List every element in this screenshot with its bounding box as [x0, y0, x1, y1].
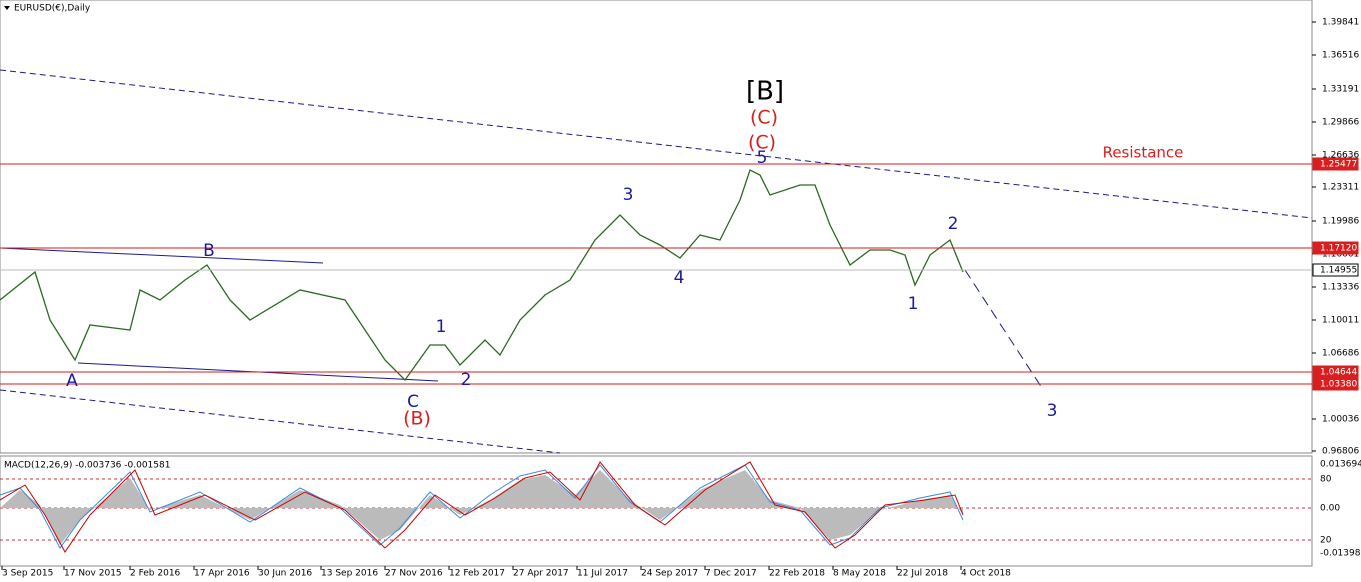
- date-label: 22 Feb 2018: [769, 569, 825, 579]
- price-label: 0.96806: [1322, 447, 1359, 457]
- date-label: 24 Sep 2017: [641, 569, 698, 579]
- date-label: 12 Feb 2017: [449, 569, 505, 579]
- date-label: 27 Apr 2017: [513, 569, 569, 579]
- price-label: 1.06686: [1322, 349, 1359, 359]
- level-box: [1312, 241, 1359, 255]
- wave-label: 2: [461, 370, 472, 390]
- level-box: [1312, 157, 1359, 171]
- signal-line: [0, 461, 964, 553]
- date-label: 22 Jul 2018: [897, 569, 948, 579]
- date-label: 13 Sep 2016: [321, 569, 378, 579]
- wave-label: B: [203, 241, 215, 261]
- wave-label: 5: [757, 148, 768, 168]
- wave-label: (C): [748, 132, 776, 154]
- price-label: 1.36516: [1322, 51, 1359, 61]
- macd-label: 80: [1320, 475, 1332, 485]
- wave-label: 1: [908, 294, 919, 314]
- price-panel: [0, 0, 1313, 454]
- wave-label: C: [407, 392, 419, 412]
- wave-label: [B]: [746, 77, 784, 107]
- date-label: 17 Nov 2015: [64, 569, 122, 579]
- wave-label: A: [66, 371, 78, 391]
- level-label: 1.03380: [1320, 380, 1357, 390]
- date-label: 11 Jul 2017: [577, 569, 628, 579]
- trend-line: [0, 247, 324, 264]
- price-label: 1.13336: [1322, 283, 1359, 293]
- date-label: 4 Oct 2018: [961, 569, 1011, 579]
- wave-label: 3: [1047, 401, 1058, 421]
- macd-label: 0.00: [1320, 504, 1340, 514]
- level-box: [1312, 263, 1359, 277]
- price-label: 1.39841: [1322, 18, 1359, 28]
- projection-line: [964, 269, 1043, 389]
- wave-label: 4: [674, 268, 685, 288]
- trend-line: [0, 69, 1313, 219]
- wave-label: (C): [750, 107, 778, 129]
- price-label: 1.26636: [1322, 151, 1359, 161]
- level-label: 1.04644: [1320, 368, 1357, 378]
- wave-label: 3: [623, 185, 634, 205]
- macd-histogram: [0, 470, 963, 545]
- level-label: 1.14955: [1320, 266, 1357, 276]
- resistance-label: Resistance: [1103, 144, 1184, 162]
- level-box: [1312, 377, 1359, 391]
- date-label: 27 Nov 2016: [385, 569, 443, 579]
- trend-line: [0, 389, 561, 454]
- date-label: 7 Dec 2017: [705, 569, 757, 579]
- date-label: 30 Jun 2016: [258, 569, 312, 579]
- macd-label: 0.013694: [1320, 460, 1361, 470]
- date-label: 2 Feb 2016: [130, 569, 181, 579]
- price-label: 1.29866: [1322, 118, 1359, 128]
- price-label: 1.00036: [1322, 415, 1359, 425]
- price-label: 1.19986: [1322, 217, 1359, 227]
- date-label: 17 Apr 2016: [194, 569, 250, 579]
- price-line: [0, 169, 964, 382]
- macd-title: MACD(12,26,9) -0.003736 -0.001581: [4, 461, 170, 471]
- menu-arrow: [4, 6, 10, 10]
- wave-label: 2: [948, 214, 959, 234]
- window-title: EURUSD(€),Daily: [14, 4, 91, 14]
- macd-label: 20: [1320, 536, 1332, 546]
- wave-label: 1: [436, 317, 447, 337]
- price-label: 1.23311: [1322, 183, 1359, 193]
- macd-line: [0, 464, 964, 549]
- price-label: 1.10011: [1322, 316, 1359, 326]
- wave-label: (B): [403, 408, 431, 430]
- date-label: 8 May 2018: [833, 569, 886, 579]
- macd-label: -0.013983: [1320, 549, 1361, 559]
- price-label: 1.33191: [1322, 85, 1359, 95]
- level-label: 1.17120: [1320, 244, 1357, 254]
- date-label: 3 Sep 2015: [2, 569, 53, 579]
- level-label: 1.25477: [1320, 160, 1357, 170]
